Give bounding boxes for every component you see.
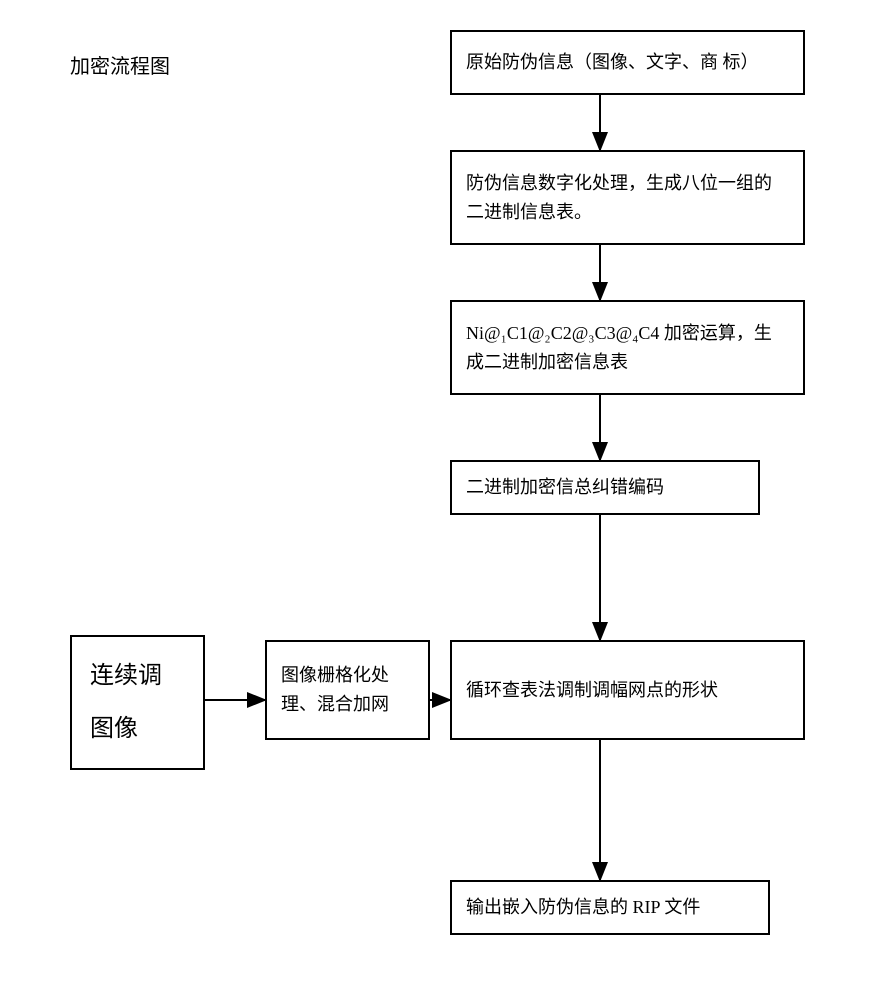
- node-continuous-image: 连续调图像: [70, 635, 205, 770]
- node-error-correct: 二进制加密信总纠错编码: [450, 460, 760, 515]
- node-modulate: 循环查表法调制调幅网点的形状: [450, 640, 805, 740]
- node-output-rip: 输出嵌入防伪信息的 RIP 文件: [450, 880, 770, 935]
- node-rasterize: 图像栅格化处理、混合加网: [265, 640, 430, 740]
- node-original-info: 原始防伪信息（图像、文字、商 标）: [450, 30, 805, 95]
- node-digitize: 防伪信息数字化处理，生成八位一组的二进制信息表。: [450, 150, 805, 245]
- node-encrypt: Ni@₁C1@₂C2@₃C3@₄C4 加密运算，生成二进制加密信息表: [450, 300, 805, 395]
- diagram-title: 加密流程图: [70, 50, 170, 79]
